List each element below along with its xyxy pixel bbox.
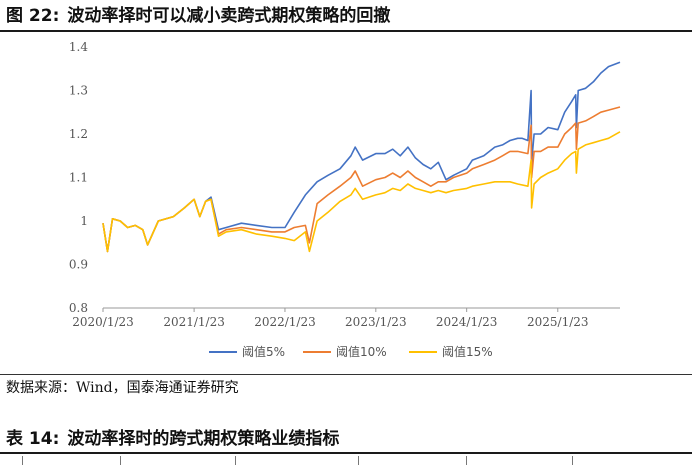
x-tick-label: 2022/1/23 bbox=[254, 315, 316, 329]
table-column-divider bbox=[358, 456, 359, 465]
series-line-2 bbox=[102, 106, 621, 253]
table-header-peek bbox=[0, 454, 692, 465]
table-column-divider bbox=[572, 456, 573, 465]
legend: 阈值5% 阈值10% 阈值15% bbox=[209, 344, 493, 359]
y-tick-label: 1.3 bbox=[69, 84, 88, 98]
x-axis: 2020/1/23 2021/1/23 2022/1/23 2023/1/23 2024… bbox=[72, 307, 620, 329]
table-top-rule bbox=[0, 452, 692, 454]
series-layer bbox=[102, 61, 621, 253]
title-rule bbox=[0, 30, 692, 32]
y-tick-label: 1 bbox=[80, 214, 88, 228]
y-tick-label: 0.9 bbox=[69, 258, 88, 272]
x-tick-label: 2025/1/23 bbox=[527, 315, 589, 329]
table-column-divider bbox=[120, 456, 121, 465]
x-tick-label: 2023/1/23 bbox=[345, 315, 407, 329]
x-tick-label: 2024/1/23 bbox=[436, 315, 498, 329]
source-rule bbox=[0, 374, 692, 375]
y-tick-label: 1.2 bbox=[69, 127, 88, 141]
y-tick-label: 0.8 bbox=[69, 301, 88, 315]
legend-label-3: 阈值15% bbox=[442, 344, 493, 359]
series-line-1 bbox=[102, 61, 621, 253]
table-number: 表 14: bbox=[6, 429, 60, 449]
legend-label-2: 阈值10% bbox=[336, 344, 387, 359]
source-note: 数据来源：Wind，国泰海通证券研究 bbox=[6, 380, 239, 396]
table-column-divider bbox=[466, 456, 467, 465]
y-tick-label: 1.1 bbox=[69, 171, 88, 185]
line-chart: 0.80.911.11.21.31.4 2020/1/23 2021/1/23 20… bbox=[69, 40, 621, 359]
table-caption: 波动率择时的跨式期权策略业绩指标 bbox=[67, 429, 340, 449]
figure-caption: 波动率择时可以减小卖跨式期权策略的回撤 bbox=[67, 6, 391, 26]
table-column-divider bbox=[22, 456, 23, 465]
x-tick-label: 2021/1/23 bbox=[163, 315, 225, 329]
y-axis: 0.8 0.9 1 1.1 1.2 1.3 1.4 bbox=[69, 40, 88, 315]
table-column-divider bbox=[235, 456, 236, 465]
series-line-3 bbox=[102, 131, 621, 253]
table-title: 表 14: 波动率择时的跨式期权策略业绩指标 bbox=[6, 427, 339, 451]
figure-title: 图 22: 波动率择时可以减小卖跨式期权策略的回撤 bbox=[6, 3, 390, 29]
y-tick-label: 1.4 bbox=[69, 40, 88, 54]
figure-number: 图 22: bbox=[6, 6, 60, 26]
legend-label-1: 阈值5% bbox=[242, 344, 285, 359]
x-tick-label: 2020/1/23 bbox=[72, 315, 134, 329]
